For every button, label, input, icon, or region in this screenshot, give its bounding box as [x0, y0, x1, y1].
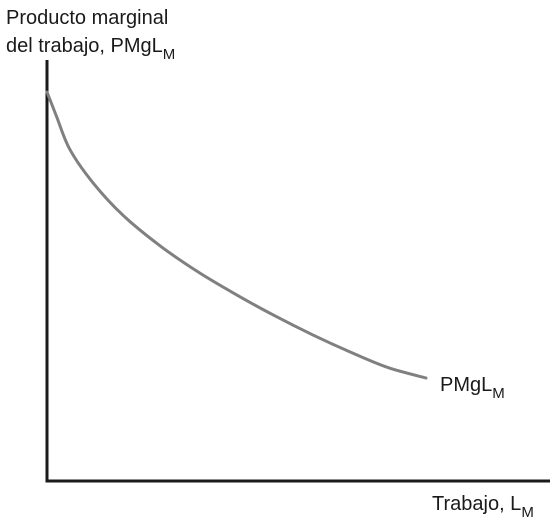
- y-axis-label-main: del trabajo, PMgL: [6, 35, 163, 57]
- y-axis-label-subscript: M: [163, 46, 176, 63]
- y-axis-label-line1: Producto marginal: [6, 7, 168, 29]
- y-axis-label-line2: del trabajo, PMgLM: [6, 35, 175, 63]
- series-line-pmgl: [45, 90, 428, 380]
- x-axis-label-main: Trabajo, L: [432, 493, 521, 515]
- x-axis-label: Trabajo, LM: [432, 493, 534, 518]
- series-label-main: PMgL: [440, 374, 492, 396]
- series-label-pmgl: PMgLM: [440, 374, 505, 402]
- x-axis-label-subscript: M: [521, 504, 534, 518]
- series-label-subscript: M: [492, 385, 505, 402]
